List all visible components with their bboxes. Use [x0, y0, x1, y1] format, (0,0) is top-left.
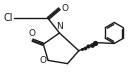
Text: Cl: Cl: [3, 13, 13, 23]
Text: O: O: [28, 29, 35, 38]
Text: O: O: [62, 4, 69, 13]
Text: N: N: [56, 22, 63, 31]
Text: O: O: [40, 56, 46, 65]
